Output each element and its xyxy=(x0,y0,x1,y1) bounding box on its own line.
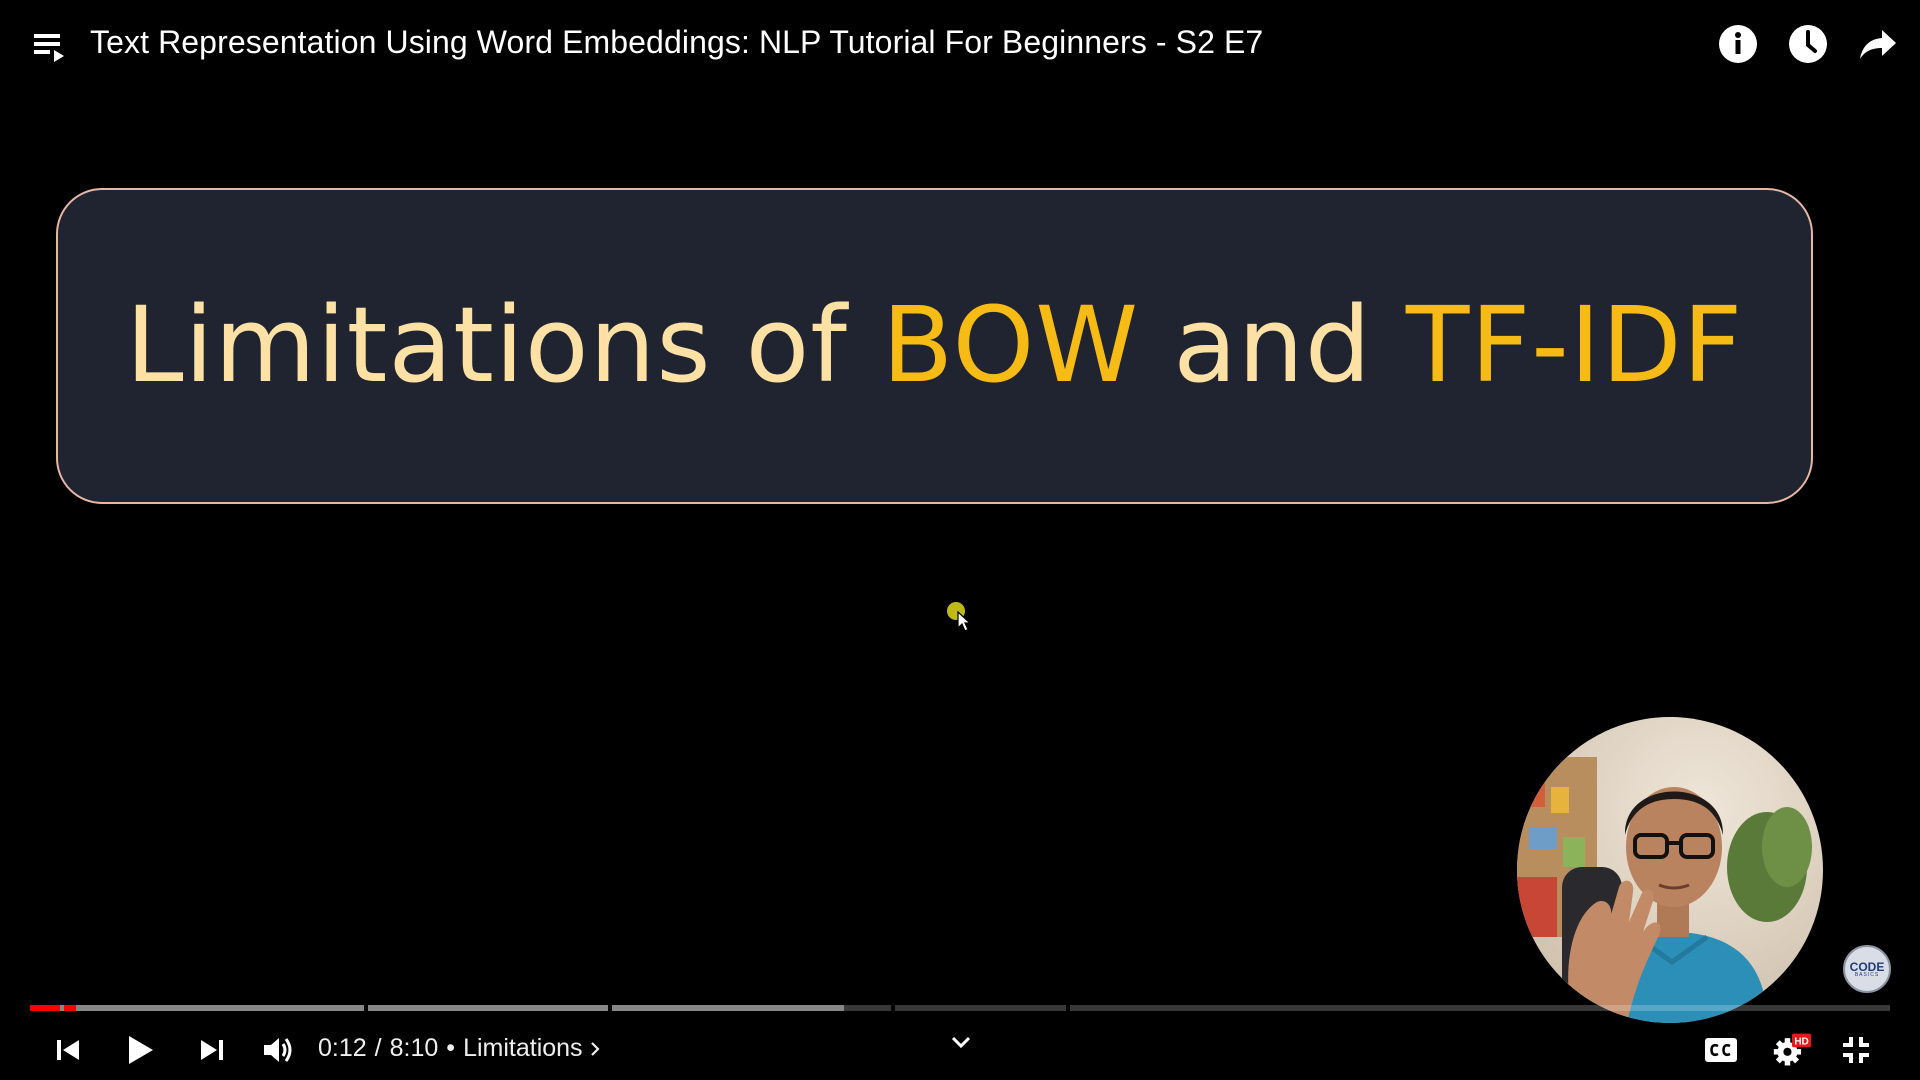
time-separator: / xyxy=(374,1034,382,1062)
share-icon xyxy=(1860,30,1896,59)
volume-icon xyxy=(264,1038,292,1062)
chapter-bullet: • xyxy=(446,1034,456,1062)
clock-icon xyxy=(1789,25,1827,63)
video-title[interactable]: Text Representation Using Word Embedding… xyxy=(90,24,1264,60)
mouse-cursor-icon xyxy=(947,602,972,632)
current-time: 0:12 xyxy=(318,1034,367,1062)
time-display: 0:12 / 8:10 • Limitations xyxy=(318,1034,601,1063)
fullscreen-exit-icon xyxy=(1843,1037,1869,1063)
played-progress xyxy=(30,1005,60,1011)
settings-icon: HD xyxy=(1773,1033,1812,1066)
chevron-down-icon xyxy=(951,1036,971,1049)
volume-button[interactable] xyxy=(258,1030,298,1070)
chapter-segment xyxy=(1070,1005,1890,1011)
exit-fullscreen-button[interactable] xyxy=(1836,1030,1876,1070)
captions-icon xyxy=(1705,1038,1737,1062)
previous-icon xyxy=(57,1040,79,1060)
slide-heading: Limitations of BOW and TF-IDF xyxy=(126,284,1744,406)
chapter-title: Limitations xyxy=(463,1034,583,1062)
buffered-progress xyxy=(612,1005,844,1011)
settings-button[interactable]: HD xyxy=(1772,1030,1812,1070)
heading-accent-tfidf: TF-IDF xyxy=(1405,284,1744,406)
playlist-button[interactable] xyxy=(30,28,70,68)
next-button[interactable] xyxy=(192,1030,232,1070)
captions-button[interactable] xyxy=(1701,1030,1741,1070)
play-icon xyxy=(129,1036,153,1064)
heading-accent-bow: BOW xyxy=(881,284,1140,406)
chapter-title-button[interactable]: Limitations xyxy=(463,1034,601,1063)
play-button[interactable] xyxy=(119,1030,159,1070)
hd-badge: HD xyxy=(1794,1037,1808,1048)
info-icon xyxy=(1719,25,1757,63)
heading-text: Limitations of xyxy=(125,284,882,406)
watermark-line2: BASICS xyxy=(1854,971,1880,978)
top-bar: Text Representation Using Word Embedding… xyxy=(0,0,1920,90)
playlist-icon xyxy=(34,34,64,62)
next-icon xyxy=(201,1040,223,1060)
chapter-segment xyxy=(895,1005,1066,1011)
channel-watermark[interactable]: CODE BASICS xyxy=(1843,945,1891,993)
duration: 8:10 xyxy=(389,1034,439,1062)
played-progress xyxy=(64,1005,76,1011)
info-button[interactable] xyxy=(1716,22,1760,66)
presenter-webcam xyxy=(1517,717,1823,1023)
top-actions xyxy=(1716,22,1900,66)
watermark-line1: CODE xyxy=(1849,959,1885,974)
watch-later-button[interactable] xyxy=(1786,22,1830,66)
expand-description-button[interactable] xyxy=(941,1022,981,1062)
heading-text: and xyxy=(1139,284,1406,406)
slide-card: Limitations of BOW and TF-IDF xyxy=(56,188,1813,504)
share-button[interactable] xyxy=(1856,22,1900,66)
buffered-progress xyxy=(368,1005,608,1011)
buffered-progress xyxy=(30,1005,364,1011)
progress-bar[interactable] xyxy=(30,1005,1890,1011)
previous-button[interactable] xyxy=(48,1030,88,1070)
chevron-right-icon xyxy=(590,1041,600,1056)
control-bar: 0:12 / 8:10 • Limitations xyxy=(0,1020,1920,1075)
